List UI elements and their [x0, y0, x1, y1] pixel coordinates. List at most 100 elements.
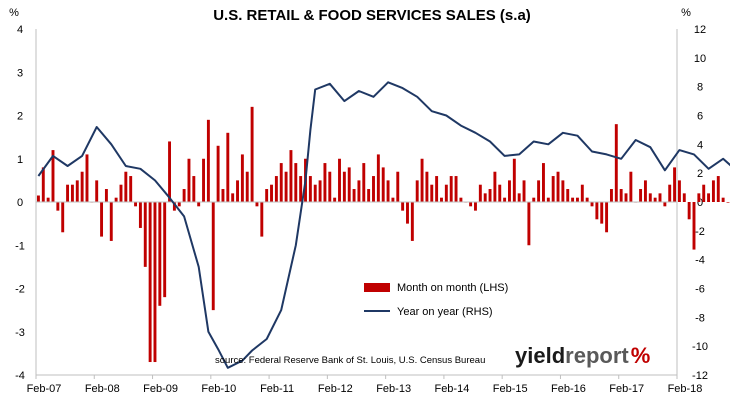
mom-bar: [236, 180, 239, 202]
mom-bar: [605, 202, 609, 233]
left-axis-ticks: 4 3 2 1 0 -1 -2 -3 -4: [15, 24, 25, 382]
mom-bar: [590, 202, 594, 207]
mom-bar: [372, 176, 375, 202]
mom-bar: [508, 180, 511, 202]
left-tick-label: -1: [15, 240, 25, 252]
left-tick-label: -3: [15, 327, 25, 339]
legend: Month on month (LHS) Year on year (RHS): [364, 282, 508, 318]
mom-bar: [41, 167, 45, 202]
right-tick-label: 2: [697, 168, 703, 180]
mom-bar: [546, 197, 550, 202]
mom-bar: [435, 176, 439, 202]
mom-bar: [245, 171, 249, 202]
mom-bar: [75, 180, 79, 202]
mom-bar: [449, 176, 453, 202]
left-tick-label: 2: [17, 111, 23, 123]
mom-bar: [663, 202, 667, 207]
mom-bar: [478, 184, 482, 202]
mom-bar: [702, 184, 706, 202]
x-tick-label: Feb-10: [201, 383, 236, 395]
mom-bar: [571, 197, 575, 202]
mom-bar: [575, 197, 579, 202]
right-tick-label: 10: [694, 53, 706, 65]
mom-bar: [163, 202, 167, 298]
mom-bar: [653, 197, 657, 202]
mom-bar: [143, 202, 147, 267]
mom-bar: [692, 202, 696, 250]
mom-bar: [415, 180, 419, 202]
mom-bar: [95, 180, 99, 202]
mom-bar: [294, 163, 298, 202]
mom-bar: [226, 132, 230, 202]
mom-bar: [556, 171, 560, 202]
right-tick-label: 8: [697, 82, 703, 94]
mom-bar: [221, 189, 225, 202]
mom-bar: [381, 167, 385, 202]
right-tick-label: 0: [697, 197, 703, 209]
mom-bar: [362, 163, 366, 202]
x-tick-label: Feb-13: [376, 383, 411, 395]
mom-bar: [580, 184, 584, 202]
left-tick-label: -4: [15, 370, 25, 382]
mom-bar: [459, 197, 463, 202]
left-axis-unit: %: [9, 7, 19, 19]
mom-bar: [503, 197, 507, 202]
mom-bar: [425, 171, 429, 202]
mom-bar: [498, 184, 502, 202]
mom-bar: [527, 202, 531, 246]
mom-bar: [677, 180, 681, 202]
legend-bar-swatch: [364, 283, 390, 292]
mom-bar: [265, 189, 269, 202]
mom-bar: [512, 158, 516, 202]
mom-bar: [474, 202, 477, 211]
mom-bar: [153, 202, 157, 363]
mom-bar: [318, 180, 322, 202]
right-axis-ticks: 12 10 8 6 4 2 0 -2 -4 -6 -8 -10 -12: [692, 24, 708, 382]
brand-percent: %: [631, 343, 651, 368]
mom-bar: [158, 202, 162, 306]
mom-bar: [36, 195, 40, 202]
mom-bar: [177, 202, 181, 207]
brand-report: report: [565, 343, 629, 368]
mom-bar: [483, 193, 487, 202]
mom-bar: [566, 189, 570, 202]
mom-bar: [721, 197, 725, 202]
mom-bar: [342, 171, 346, 202]
mom-bar: [629, 171, 633, 202]
mom-bar: [100, 202, 104, 237]
right-tick-label: 6: [697, 111, 703, 123]
mom-bar: [561, 180, 565, 202]
left-tick-label: 3: [17, 67, 23, 79]
mom-bar: [274, 176, 278, 202]
mom-bar: [104, 189, 108, 202]
chart-title: U.S. RETAIL & FOOD SERVICES SALES (s.a): [213, 7, 531, 24]
mom-bar: [119, 184, 123, 202]
mom-bar: [643, 180, 647, 202]
legend-mom-label: Month on month (LHS): [397, 282, 508, 294]
mom-bar: [202, 158, 205, 202]
mom-bar: [85, 154, 89, 202]
right-tick-label: -12: [692, 370, 708, 382]
x-tick-label: Feb-15: [493, 383, 528, 395]
mom-bar: [682, 193, 686, 202]
mom-bar: [600, 202, 604, 224]
mom-bar: [352, 189, 356, 202]
mom-bar: [323, 163, 327, 202]
mom-bar: [401, 202, 405, 211]
mom-bar: [493, 171, 497, 202]
mom-bar: [299, 176, 303, 202]
right-tick-label: 12: [694, 24, 706, 36]
mom-bar: [396, 171, 400, 202]
mom-bar: [595, 202, 599, 220]
mom-bar: [138, 202, 142, 228]
mom-bar: [260, 202, 264, 237]
mom-bar: [168, 141, 171, 202]
mom-bar: [172, 202, 176, 211]
mom-bar: [270, 184, 273, 202]
mom-bar: [216, 145, 220, 202]
mom-bar: [187, 158, 191, 202]
mom-bar: [614, 124, 618, 202]
mom-bar: [182, 189, 186, 202]
mom-bar: [609, 189, 613, 202]
x-tick-label: Feb-09: [143, 383, 178, 395]
